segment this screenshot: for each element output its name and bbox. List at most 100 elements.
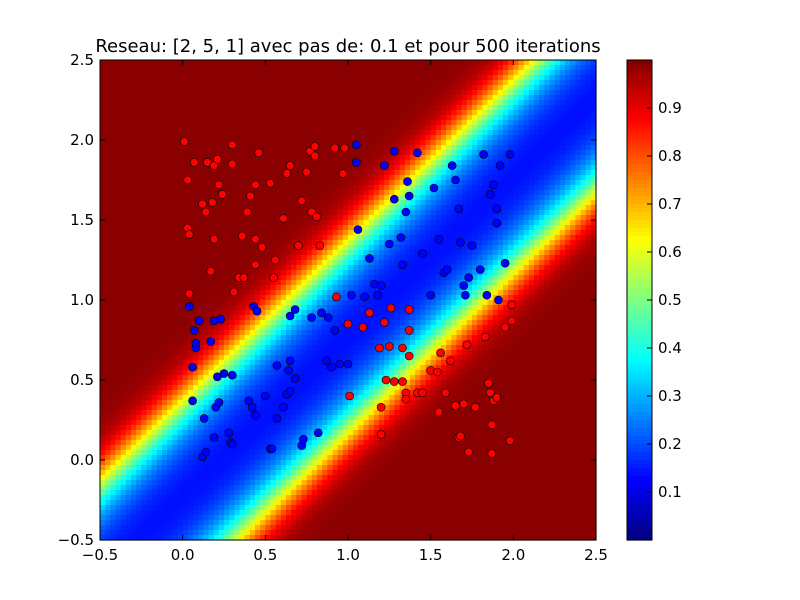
heatmap-cell xyxy=(322,280,328,286)
heatmap-cell xyxy=(234,235,241,241)
heatmap-cell xyxy=(348,385,354,391)
heatmap-cell xyxy=(239,455,246,461)
heatmap-cell xyxy=(167,140,173,146)
heatmap-cell xyxy=(120,175,127,181)
heatmap-cell xyxy=(249,395,256,401)
heatmap-cell xyxy=(260,355,266,361)
heatmap-cell xyxy=(100,250,106,256)
heatmap-cell xyxy=(249,70,256,76)
heatmap-cell xyxy=(280,280,287,286)
heatmap-cell xyxy=(286,250,292,256)
heatmap-cell xyxy=(286,325,292,331)
heatmap-cell xyxy=(327,265,334,271)
heatmap-cell xyxy=(218,260,225,266)
heatmap-cell xyxy=(141,535,148,541)
heatmap-cell xyxy=(311,280,318,286)
heatmap-cell xyxy=(255,220,261,226)
heatmap-cell xyxy=(177,420,184,426)
heatmap-cell xyxy=(348,460,354,466)
heatmap-cell xyxy=(115,155,122,161)
heatmap-cell xyxy=(193,455,199,461)
heatmap-cell xyxy=(291,170,297,176)
heatmap-cell xyxy=(198,405,204,411)
heatmap-cell xyxy=(151,95,158,101)
heatmap-cell xyxy=(291,435,297,441)
heatmap-cell xyxy=(358,370,365,376)
heatmap-cell xyxy=(162,165,168,171)
heatmap-cell xyxy=(291,60,297,66)
heatmap-cell xyxy=(100,130,106,136)
heatmap-cell xyxy=(239,420,246,426)
heatmap-cell xyxy=(131,150,137,156)
heatmap-cell xyxy=(193,70,199,76)
heatmap-cell xyxy=(306,200,313,206)
heatmap-cell xyxy=(151,465,158,471)
heatmap-cell xyxy=(260,200,266,206)
heatmap-cell xyxy=(286,75,292,81)
heatmap-cell xyxy=(110,210,117,216)
heatmap-cell xyxy=(260,505,266,511)
heatmap-cell xyxy=(172,360,179,366)
heatmap-cell xyxy=(255,255,261,261)
heatmap-cell xyxy=(311,100,318,106)
heatmap-cell xyxy=(162,260,168,266)
heatmap-cell xyxy=(213,520,220,526)
heatmap-cell xyxy=(306,510,313,516)
heatmap-cell xyxy=(120,470,127,476)
heatmap-cell xyxy=(203,100,210,106)
heatmap-cell xyxy=(265,515,272,521)
heatmap-cell xyxy=(301,495,308,501)
heatmap-cell xyxy=(193,380,199,386)
heatmap-cell xyxy=(363,410,370,416)
heatmap-cell xyxy=(291,465,297,471)
heatmap-cell xyxy=(239,435,246,441)
heatmap-cell xyxy=(131,250,137,256)
heatmap-cell xyxy=(177,300,184,306)
heatmap-cell xyxy=(110,410,117,416)
heatmap-cell xyxy=(322,65,328,71)
heatmap-cell xyxy=(291,210,297,216)
heatmap-cell xyxy=(317,325,323,331)
heatmap-cell xyxy=(141,430,148,436)
heatmap-cell xyxy=(348,520,354,526)
heatmap-cell xyxy=(358,450,365,456)
heatmap-cell xyxy=(322,75,328,81)
heatmap-cell xyxy=(131,535,137,541)
heatmap-cell xyxy=(275,150,282,156)
heatmap-cell xyxy=(198,485,204,491)
heatmap-cell xyxy=(177,85,184,91)
heatmap-cell xyxy=(306,490,313,496)
heatmap-cell xyxy=(342,75,349,81)
heatmap-cell xyxy=(125,405,132,411)
heatmap-cell xyxy=(311,435,318,441)
heatmap-cell xyxy=(353,80,359,86)
heatmap-cell xyxy=(177,450,184,456)
heatmap-cell xyxy=(363,210,370,216)
heatmap-cell xyxy=(234,260,241,266)
heatmap-cell xyxy=(125,205,132,211)
heatmap-cell xyxy=(151,390,158,396)
heatmap-cell xyxy=(291,290,297,296)
heatmap-cell xyxy=(167,465,173,471)
heatmap-cell xyxy=(162,70,168,76)
heatmap-cell xyxy=(239,205,246,211)
heatmap-cell xyxy=(358,70,365,76)
heatmap-cell xyxy=(358,395,365,401)
heatmap-cell xyxy=(218,390,225,396)
heatmap-cell xyxy=(187,60,194,66)
heatmap-cell xyxy=(156,470,163,476)
heatmap-cell xyxy=(327,165,334,171)
heatmap-cell xyxy=(348,180,354,186)
heatmap-cell xyxy=(234,165,241,171)
heatmap-cell xyxy=(162,450,168,456)
heatmap-cell xyxy=(172,200,179,206)
heatmap-cell xyxy=(218,475,225,481)
heatmap-cell xyxy=(187,285,194,291)
heatmap-cell xyxy=(224,315,230,321)
heatmap-cell xyxy=(291,110,297,116)
heatmap-cell xyxy=(296,170,303,176)
heatmap-cell xyxy=(218,500,225,506)
heatmap-cell xyxy=(291,385,297,391)
heatmap-cell xyxy=(177,135,184,141)
heatmap-cell xyxy=(193,120,199,126)
